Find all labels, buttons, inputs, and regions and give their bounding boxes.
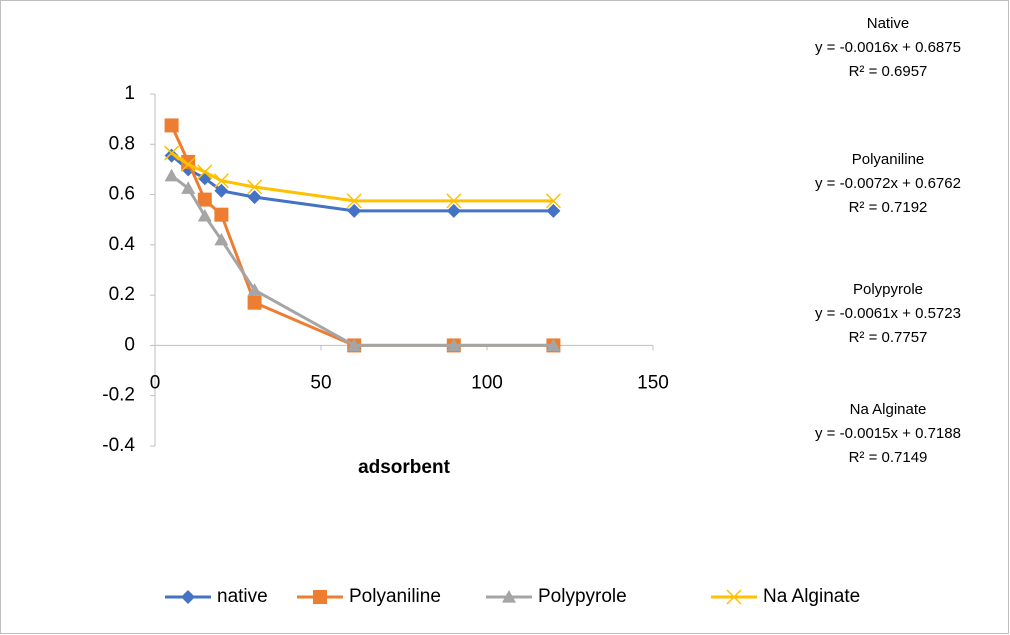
legend-marker xyxy=(181,590,195,604)
y-tick-label: 0.8 xyxy=(109,133,135,154)
data-point xyxy=(214,232,229,246)
data-point xyxy=(181,181,196,194)
data-point xyxy=(213,173,229,189)
annotation-name: Native xyxy=(867,15,910,32)
data-point xyxy=(197,164,213,180)
x-tick-label: 0 xyxy=(150,372,161,393)
data-point xyxy=(247,179,263,195)
data-point xyxy=(197,192,212,207)
annotation-equation: y = -0.0061x + 0.5723 xyxy=(815,305,961,322)
legend-marker xyxy=(313,590,327,604)
annotation-equation: y = -0.0015x + 0.7188 xyxy=(815,425,961,442)
y-tick-label: 0 xyxy=(124,334,135,355)
data-point xyxy=(214,183,229,198)
y-tick-label: -0.4 xyxy=(102,435,135,456)
data-point xyxy=(247,190,262,205)
data-point xyxy=(164,118,179,133)
data-point xyxy=(346,193,362,209)
annotation-name: Polyaniline xyxy=(852,151,925,168)
annotation-name: Na Alginate xyxy=(850,401,927,418)
annotation-equation: y = -0.0016x + 0.6875 xyxy=(815,39,961,56)
data-point xyxy=(546,338,561,352)
data-point xyxy=(164,145,180,161)
data-point xyxy=(446,338,461,352)
legend-marker xyxy=(502,590,516,603)
data-point xyxy=(247,283,262,296)
legend-label: native xyxy=(217,586,268,607)
data-point xyxy=(545,193,561,209)
legend-marker xyxy=(726,589,742,605)
annotation-equation: y = -0.0072x + 0.6762 xyxy=(815,175,961,192)
legend-label: Polypyrole xyxy=(538,586,627,607)
legend-label: Polyaniline xyxy=(349,586,441,607)
series-line xyxy=(170,151,554,203)
x-tick-label: 50 xyxy=(310,372,331,393)
y-tick-label: 1 xyxy=(124,83,135,104)
legend-label: Na Alginate xyxy=(763,586,860,607)
annotation-r2: R² = 0.7192 xyxy=(849,199,928,216)
annotation-r2: R² = 0.6957 xyxy=(849,63,928,80)
data-point xyxy=(164,168,179,182)
data-point xyxy=(247,295,262,310)
data-point xyxy=(446,193,462,209)
y-tick-label: -0.2 xyxy=(102,385,135,406)
data-point xyxy=(446,203,461,218)
data-point xyxy=(347,203,362,218)
x-tick-label: 150 xyxy=(637,372,669,393)
x-axis-label: adsorbent xyxy=(358,457,451,478)
data-point xyxy=(214,207,229,222)
data-point xyxy=(180,156,196,172)
y-tick-label: 0.4 xyxy=(109,234,136,255)
annotation-r2: R² = 0.7757 xyxy=(849,329,928,346)
data-point xyxy=(164,148,179,163)
annotation-name: Polypyrole xyxy=(853,281,923,298)
y-tick-label: 0.6 xyxy=(109,184,135,205)
data-point xyxy=(546,203,561,218)
x-tick-label: 100 xyxy=(471,372,503,393)
annotation-r2: R² = 0.7149 xyxy=(849,449,928,466)
data-point xyxy=(197,208,212,222)
y-tick-label: 0.2 xyxy=(109,284,135,305)
data-point xyxy=(347,338,362,352)
